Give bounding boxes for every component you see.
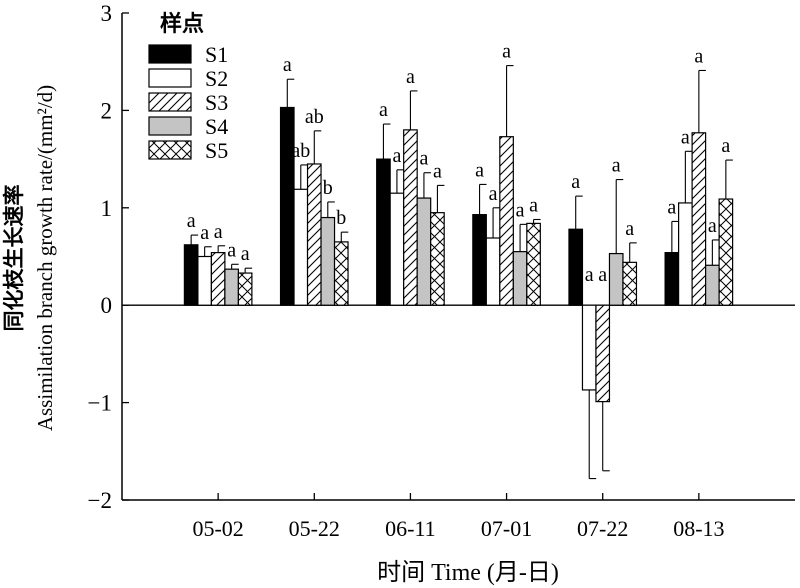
x-tick-label: 07-22 [577, 516, 628, 541]
significance-letter: a [241, 243, 250, 265]
bar-s4-07-01 [512, 251, 528, 306]
bar-s3-05-22 [306, 163, 322, 306]
bar-s3-06-11 [403, 129, 418, 306]
significance-letter: a [585, 264, 594, 286]
y-tick-label: −2 [88, 488, 112, 513]
bar-s5-08-13 [718, 198, 734, 306]
significance-letter: ab [291, 140, 310, 162]
y-tick-label: 0 [101, 293, 113, 318]
bar-s5-07-22 [622, 261, 638, 306]
significance-letter: a [721, 135, 730, 157]
x-tick-label: 06-11 [385, 516, 436, 541]
significance-letter: a [214, 221, 223, 243]
bar-s3-08-13 [691, 132, 707, 306]
bar-s4-06-11 [416, 197, 432, 306]
bar-s2-08-13 [678, 202, 693, 306]
legend-label-s2: S2 [205, 66, 228, 91]
legend-title: 样点 [160, 11, 204, 36]
legend-label-s1: S1 [205, 42, 228, 67]
significance-letter: a [694, 45, 703, 67]
bar-s4-07-22 [608, 252, 624, 306]
bar-s2-07-22 [581, 304, 597, 391]
significance-letter: a [529, 194, 538, 216]
significance-letter: a [516, 199, 525, 221]
significance-letter: a [489, 183, 498, 205]
y-tick-label: 2 [101, 98, 113, 123]
bar-s5-06-11 [430, 212, 445, 306]
bar-s4-08-13 [705, 264, 720, 306]
y-tick-label: −1 [88, 391, 112, 416]
significance-letter: b [323, 177, 333, 199]
significance-letter: a [598, 264, 607, 286]
significance-letter: a [187, 210, 196, 232]
significance-letter: a [379, 99, 388, 121]
legend-swatch-s5 [148, 140, 192, 160]
legend-swatch-s2 [148, 68, 192, 88]
significance-letter: a [475, 159, 484, 181]
significance-letter: a [667, 196, 676, 218]
legend-swatch-s1 [148, 44, 192, 64]
bar-s2-07-01 [485, 237, 501, 306]
axes: −2 −1 0 1 2 3 05-02 05-22 06-11 07-01 07-22 08-13 [88, 1, 795, 541]
x-tick-label: 05-02 [192, 516, 243, 541]
significance-letter: a [681, 126, 690, 148]
significance-letter: a [502, 41, 511, 63]
significance-letter: a [433, 160, 442, 182]
bar-s3-07-01 [499, 136, 514, 306]
bar-s2-05-02 [197, 255, 212, 306]
significance-letter: a [200, 222, 209, 244]
bar-s5-05-02 [237, 272, 253, 306]
significance-letter: a [227, 239, 236, 261]
legend-swatch-s3 [148, 92, 192, 112]
bar-s1-06-11 [376, 158, 391, 306]
y-tick-label: 3 [101, 1, 113, 26]
significance-letter: b [336, 207, 346, 229]
significance-letter: a [392, 145, 401, 167]
legend-label-s4: S4 [205, 114, 228, 139]
y-tick-label: 1 [101, 196, 113, 221]
bar-s4-05-02 [224, 268, 239, 306]
significance-letter: a [612, 155, 621, 177]
bar-s2-06-11 [389, 192, 405, 306]
significance-letter: ab [305, 106, 324, 128]
bar-s1-05-22 [279, 106, 295, 306]
y-axis-title-english: Assimilation branch growth rate/(mm²/d) [33, 85, 57, 431]
bar-s4-05-22 [320, 216, 336, 306]
significance-letter: a [571, 171, 580, 193]
significance-letter: a [419, 148, 428, 170]
x-tick-label: 07-01 [481, 516, 532, 541]
legend-swatch-s4 [148, 116, 192, 136]
bar-s1-08-13 [664, 252, 680, 306]
bar-s5-07-01 [526, 222, 541, 306]
bar-s3-05-02 [210, 252, 226, 306]
bar-s5-05-22 [333, 241, 349, 306]
bar-s1-07-01 [472, 214, 487, 306]
bar-s1-05-02 [183, 244, 199, 306]
x-axis-title: 时间 Time (月-日) [377, 559, 559, 586]
legend-label-s3: S3 [205, 90, 228, 115]
bar-s1-07-22 [568, 228, 584, 306]
bar-s3-07-22 [595, 304, 611, 403]
significance-letter: a [708, 215, 717, 237]
legend-label-s5: S5 [205, 138, 228, 163]
significance-letter: a [625, 218, 634, 240]
x-tick-label: 08-13 [673, 516, 724, 541]
y-axis-title-chinese: 同化枝生长速率 [2, 185, 26, 332]
x-tick-label: 05-22 [289, 516, 340, 541]
significance-letter: a [283, 54, 292, 76]
significance-letter: a [406, 66, 415, 88]
bar-s2-05-22 [293, 188, 309, 306]
